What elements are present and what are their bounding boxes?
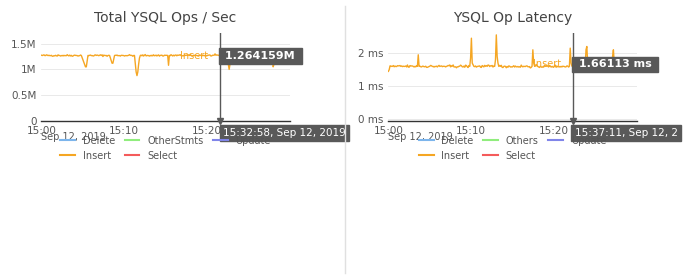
Text: Insert: Insert — [533, 59, 561, 69]
Text: 15:32:58, Sep 12, 2019: 15:32:58, Sep 12, 2019 — [223, 128, 346, 138]
Legend: Delete, Insert, Others, Select, Update: Delete, Insert, Others, Select, Update — [415, 132, 610, 165]
Text: 1.66113 ms: 1.66113 ms — [575, 59, 656, 69]
Text: Sep 12, 2019: Sep 12, 2019 — [41, 133, 106, 143]
Title: YSQL Op Latency: YSQL Op Latency — [453, 11, 572, 25]
Text: Sep 12, 2019: Sep 12, 2019 — [388, 133, 453, 143]
Legend: Delete, Insert, OtherStmts, Select, Update: Delete, Insert, OtherStmts, Select, Upda… — [57, 132, 275, 165]
Text: 15:37:11, Sep 12, 2: 15:37:11, Sep 12, 2 — [575, 128, 678, 138]
Text: 1.264159M: 1.264159M — [221, 51, 299, 61]
Title: Total YSQL Ops / Sec: Total YSQL Ops / Sec — [95, 11, 237, 25]
Text: Insert: Insert — [179, 51, 208, 61]
